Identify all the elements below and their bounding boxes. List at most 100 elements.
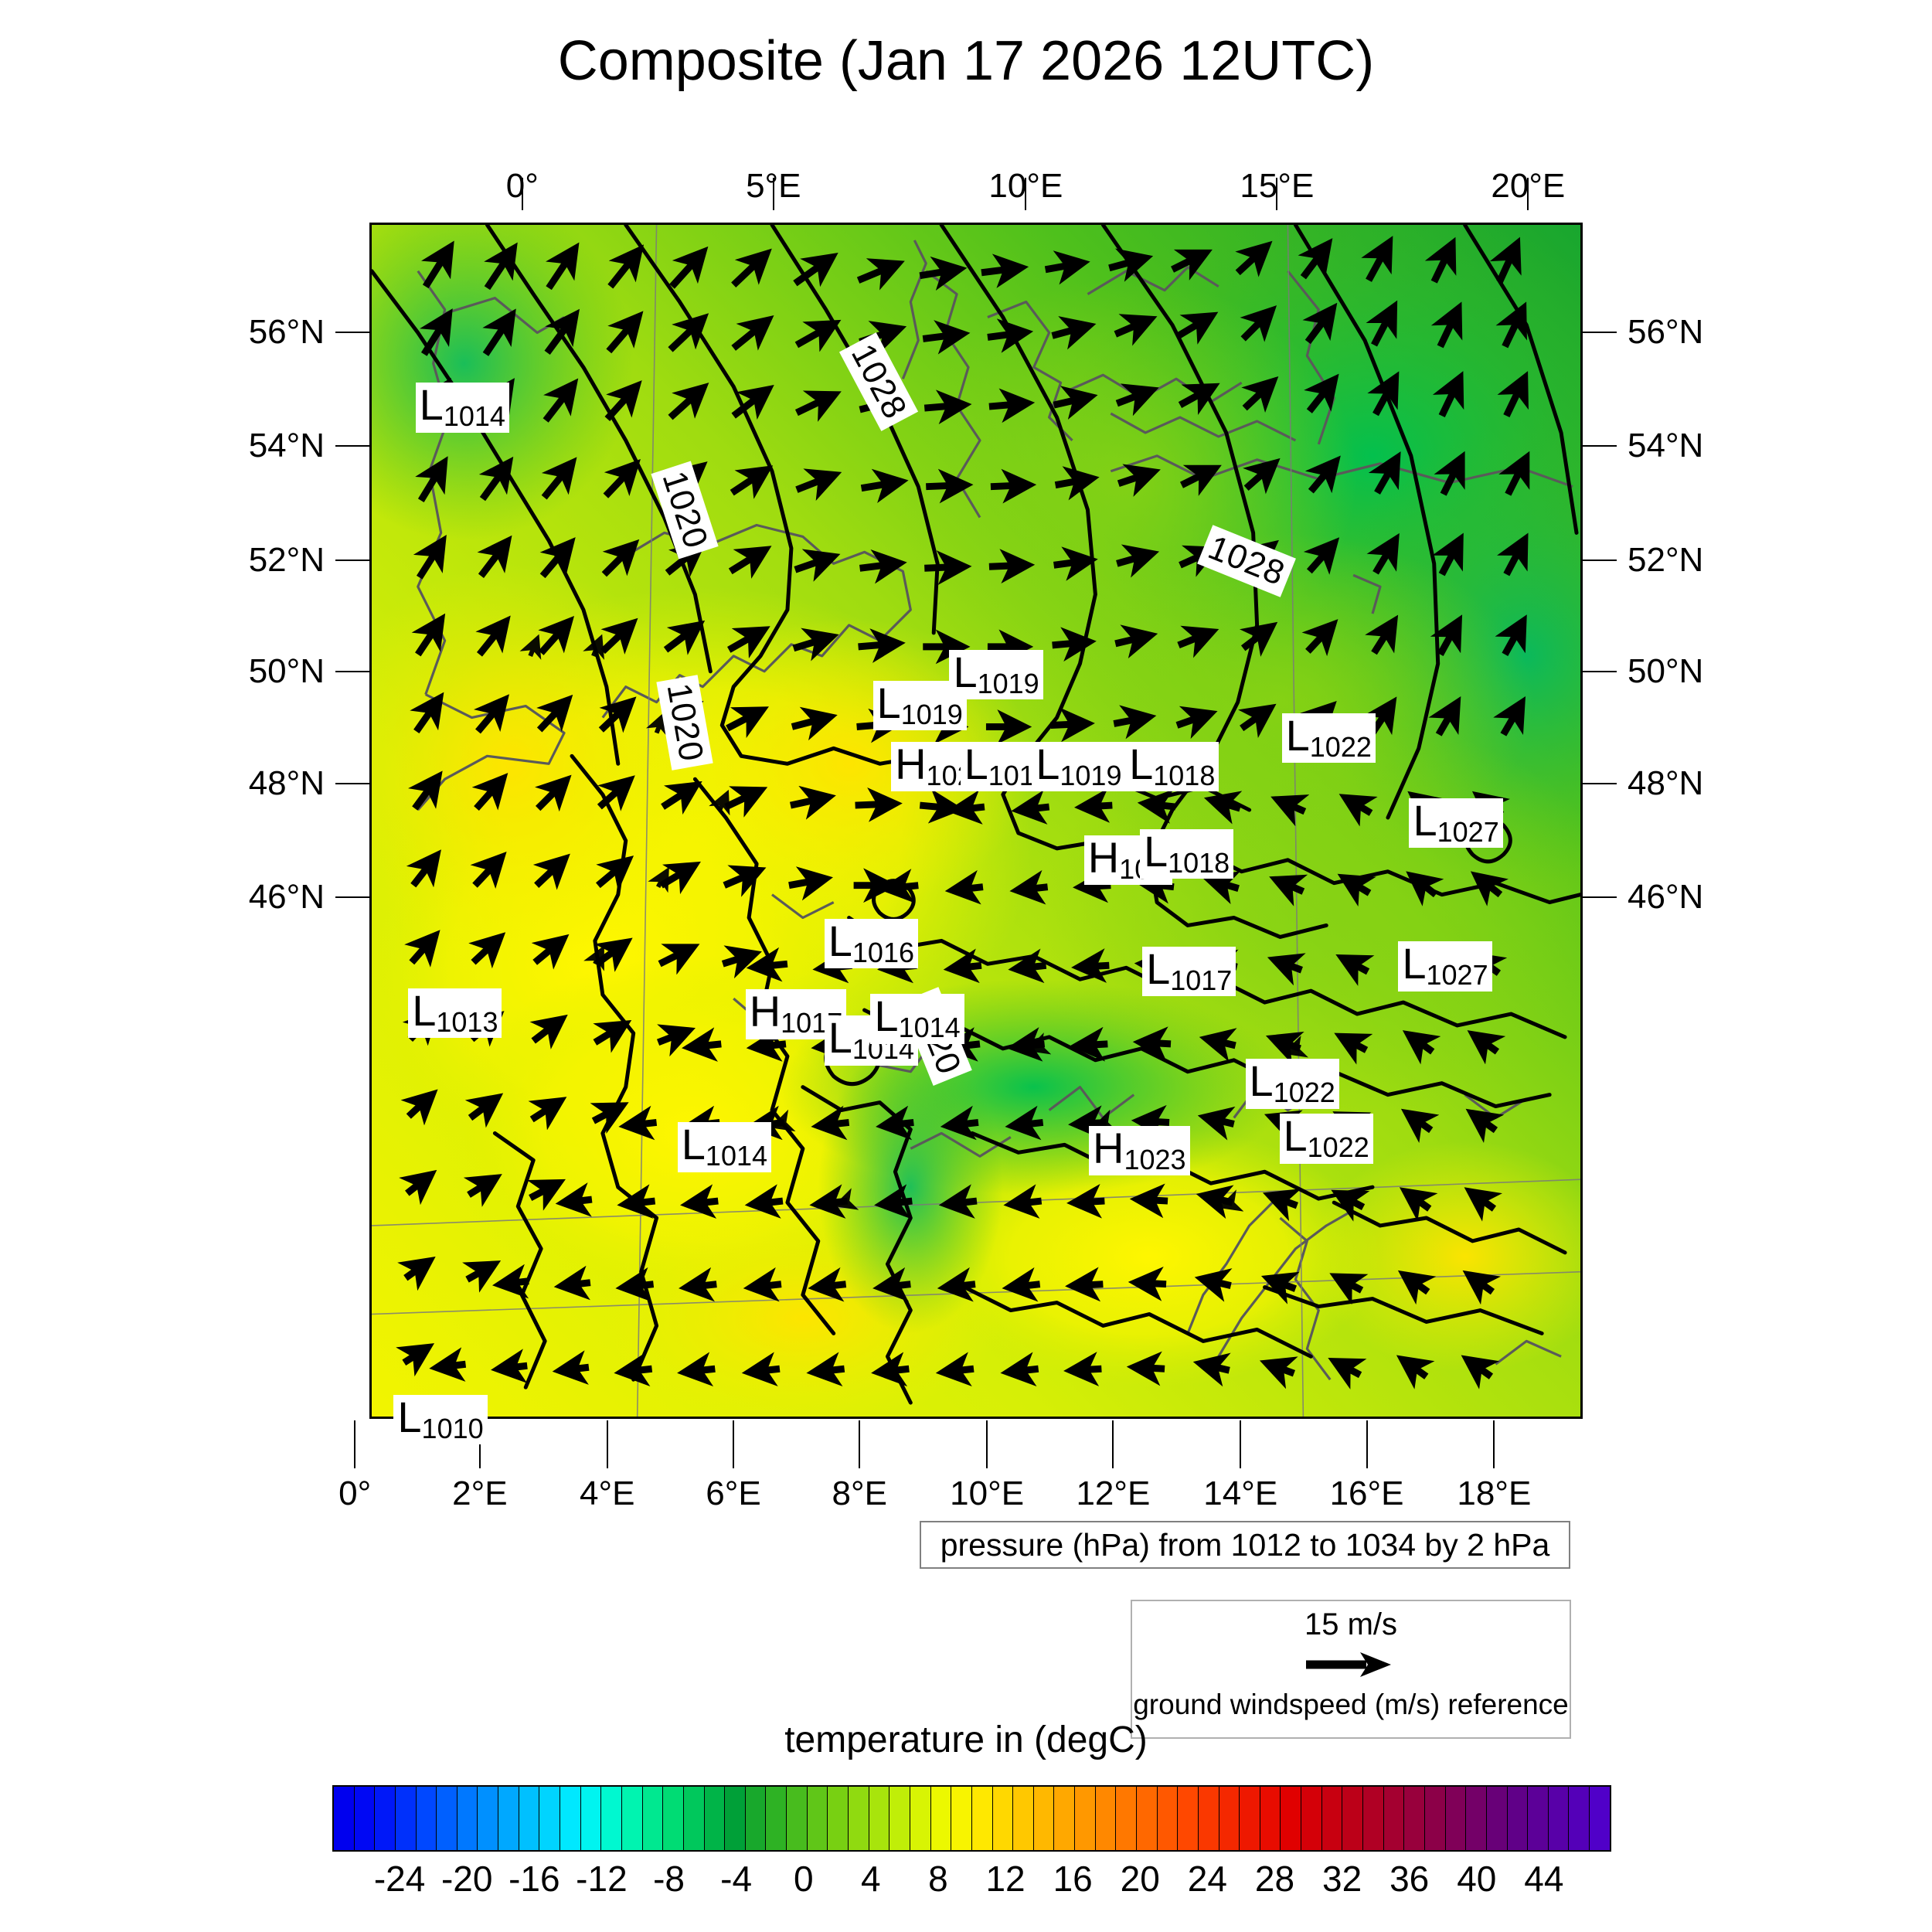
axis-tick xyxy=(1583,559,1617,561)
pressure-center-type: H xyxy=(895,739,927,788)
pressure-center-label: L1014 xyxy=(415,380,509,433)
pressure-center-value: 1018 xyxy=(1168,847,1230,879)
pressure-center-label: L1027 xyxy=(1398,941,1492,992)
colorbar-swatch xyxy=(745,1787,767,1850)
axis-label-bottom: 4°E xyxy=(580,1475,635,1512)
pressure-center-type: L xyxy=(876,678,901,727)
map-frame xyxy=(369,223,1583,1419)
colorbar-tick-label: -8 xyxy=(653,1859,685,1899)
pressure-center-type: L xyxy=(1146,944,1171,993)
axis-tick xyxy=(335,670,369,672)
pressure-center-value: 1018 xyxy=(1153,760,1216,792)
colorbar-swatch xyxy=(725,1787,746,1850)
axis-tick xyxy=(606,1420,608,1468)
pressure-center-value: 1023 xyxy=(1124,1143,1186,1175)
colorbar-tick-label: -4 xyxy=(720,1859,753,1899)
pressure-center-type: H xyxy=(1093,1123,1124,1172)
colorbar-swatches xyxy=(332,1785,1611,1852)
colorbar-swatch xyxy=(971,1787,993,1850)
colorbar-swatch xyxy=(457,1787,478,1850)
colorbar-tick-label: -12 xyxy=(576,1859,628,1899)
map-canvas xyxy=(372,225,1580,1417)
colorbar-swatch xyxy=(1486,1787,1508,1850)
axis-tick xyxy=(1583,332,1617,334)
axis-label-bottom: 18°E xyxy=(1457,1475,1532,1512)
axis-label-right: 46°N xyxy=(1628,878,1704,917)
colorbar-swatch xyxy=(1424,1787,1446,1850)
colorbar-swatch xyxy=(395,1787,417,1850)
pressure-center-type: L xyxy=(397,1393,422,1442)
colorbar-swatch xyxy=(1095,1787,1117,1850)
axis-label-bottom: 14°E xyxy=(1203,1475,1278,1512)
pressure-center-label: L1027 xyxy=(1409,798,1503,849)
axis-tick xyxy=(986,1420,988,1468)
colorbar-tick-label: 32 xyxy=(1321,1859,1362,1899)
pressure-center-type: L xyxy=(1143,826,1168,876)
colorbar-swatch xyxy=(787,1787,808,1850)
pressure-center-value: 1022 xyxy=(1309,730,1372,763)
colorbar-swatch xyxy=(478,1787,499,1850)
colorbar-tick-label: 36 xyxy=(1389,1859,1430,1899)
axis-tick xyxy=(335,332,369,334)
weather-map[interactable]: L1014 L1013 L1010 L1019 L1019 H102· L1019 L1019… xyxy=(369,223,1583,1445)
pressure-center-value: 1017 xyxy=(1170,964,1233,996)
axis-label-bottom: 8°E xyxy=(832,1475,887,1512)
axis-label-right: 50°N xyxy=(1628,651,1704,690)
pressure-center-type: L xyxy=(419,380,444,430)
colorbar-swatch xyxy=(1260,1787,1281,1850)
pressure-center-value: 1014 xyxy=(898,1012,961,1044)
colorbar-swatch xyxy=(642,1787,664,1850)
axis-label-left: 48°N xyxy=(248,764,325,802)
colorbar-swatch xyxy=(1445,1787,1467,1850)
colorbar[interactable] xyxy=(332,1785,1611,1852)
colorbar-swatch xyxy=(849,1787,869,1850)
colorbar-swatch xyxy=(1321,1787,1343,1850)
pressure-center-type: L xyxy=(681,1120,706,1169)
pressure-legend-box: pressure (hPa) from 1012 to 1034 by 2 hP… xyxy=(920,1521,1570,1569)
pressure-center-label: L1019 xyxy=(949,649,1043,700)
pressure-center-type: L xyxy=(1129,739,1154,788)
colorbar-swatch xyxy=(580,1787,602,1850)
axis-tick xyxy=(335,783,369,784)
pressure-center-type: L xyxy=(1036,739,1060,788)
colorbar-swatch xyxy=(1404,1787,1425,1850)
colorbar-swatch xyxy=(1178,1787,1199,1850)
wind-vector-weak-layer xyxy=(519,634,1309,1212)
colorbar-swatch xyxy=(1363,1787,1384,1850)
colorbar-tick-labels: -24 -20 -16 -12 -8 -4 0 4 8 12 16 20 24 28 32 36 40 44 xyxy=(332,1858,1611,1904)
colorbar-swatch xyxy=(1240,1787,1260,1850)
pressure-center-type: L xyxy=(828,1013,852,1063)
colorbar-swatch xyxy=(621,1787,643,1850)
colorbar-swatch xyxy=(1569,1787,1590,1850)
colorbar-tick-label: -20 xyxy=(440,1859,493,1899)
colorbar-swatch xyxy=(1198,1787,1219,1850)
axis-label-bottom: 2°E xyxy=(452,1475,508,1512)
colorbar-tick-label: -24 xyxy=(373,1859,426,1899)
colorbar-swatch xyxy=(807,1787,828,1850)
axis-label-left: 46°N xyxy=(248,878,325,917)
colorbar-tick-label: 24 xyxy=(1187,1859,1227,1899)
colorbar-swatch xyxy=(1548,1787,1570,1850)
pressure-center-label: L1022 xyxy=(1245,1059,1339,1109)
colorbar-swatch xyxy=(334,1787,355,1850)
pressure-center-type: L xyxy=(412,985,437,1035)
colorbar-swatch xyxy=(354,1787,376,1850)
colorbar-tick-label: -16 xyxy=(509,1859,560,1899)
pressure-center-type: L xyxy=(828,916,852,965)
axis-tick xyxy=(733,1420,734,1468)
colorbar-swatch xyxy=(519,1787,540,1850)
colorbar-swatch xyxy=(498,1787,519,1850)
colorbar-swatch xyxy=(663,1787,684,1850)
wind-reference-speed: 15 m/s xyxy=(1304,1607,1398,1641)
pressure-center-value: 1010 xyxy=(421,1413,484,1445)
page-title: Composite (Jan 17 2026 12UTC) xyxy=(557,30,1375,92)
colorbar-tick-label: 28 xyxy=(1254,1859,1295,1899)
axis-label-left: 52°N xyxy=(248,540,325,579)
colorbar-swatch xyxy=(375,1787,396,1850)
pressure-legend-text: pressure (hPa) from 1012 to 1034 by 2 hP… xyxy=(940,1526,1550,1563)
pressure-center-value: 1022 xyxy=(1273,1077,1335,1109)
colorbar-tick-label: 16 xyxy=(1053,1859,1093,1899)
colorbar-tick-label: 4 xyxy=(861,1859,881,1899)
colorbar-tick-label: 0 xyxy=(793,1859,814,1899)
axis-tick xyxy=(335,445,369,447)
